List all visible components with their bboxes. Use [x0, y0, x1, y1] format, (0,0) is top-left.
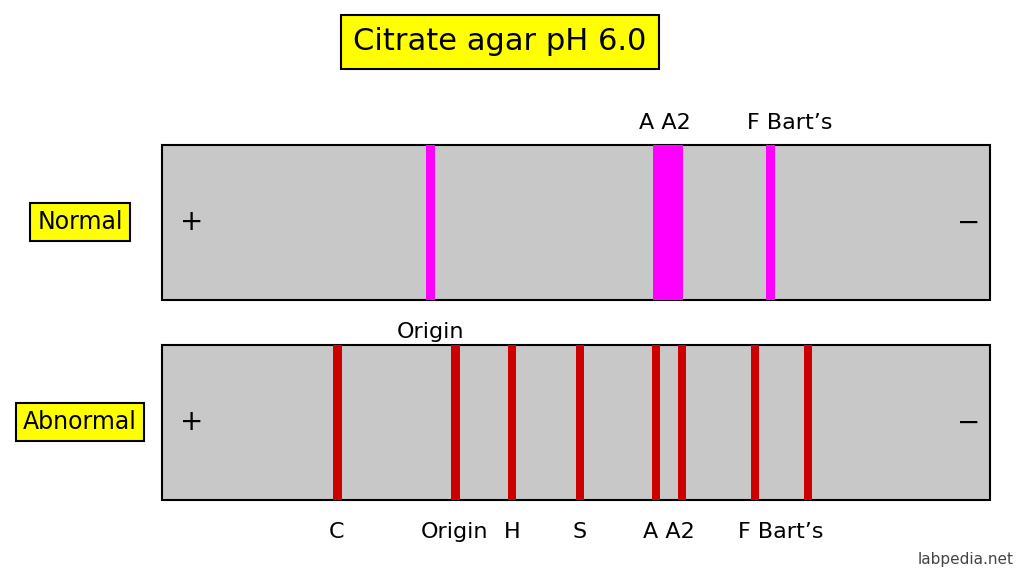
Text: Abnormal: Abnormal: [24, 410, 137, 434]
Bar: [508, 345, 516, 500]
Text: H: H: [504, 522, 520, 542]
Bar: [451, 345, 460, 500]
Bar: [804, 345, 812, 500]
Bar: [678, 345, 686, 500]
Bar: [426, 145, 434, 300]
Text: S: S: [573, 522, 587, 542]
Bar: [575, 345, 584, 500]
Bar: [652, 345, 660, 500]
Text: C: C: [330, 522, 345, 542]
Text: Normal: Normal: [37, 210, 123, 234]
Text: labpedia.net: labpedia.net: [918, 552, 1014, 567]
Text: −: −: [956, 209, 980, 236]
Bar: [162, 345, 990, 500]
Text: Origin: Origin: [421, 522, 488, 542]
Bar: [333, 345, 341, 500]
Text: +: +: [180, 408, 204, 436]
Bar: [751, 345, 759, 500]
Text: A A2: A A2: [643, 522, 695, 542]
Text: Citrate agar pH 6.0: Citrate agar pH 6.0: [353, 28, 647, 56]
Text: −: −: [956, 408, 980, 436]
Text: Origin: Origin: [396, 322, 464, 342]
Bar: [162, 145, 990, 300]
Bar: [766, 145, 774, 300]
Text: F Bart’s: F Bart’s: [738, 522, 823, 542]
Text: F Bart’s: F Bart’s: [748, 113, 833, 133]
Text: +: +: [180, 209, 204, 236]
Bar: [653, 145, 683, 300]
Text: A A2: A A2: [639, 113, 691, 133]
